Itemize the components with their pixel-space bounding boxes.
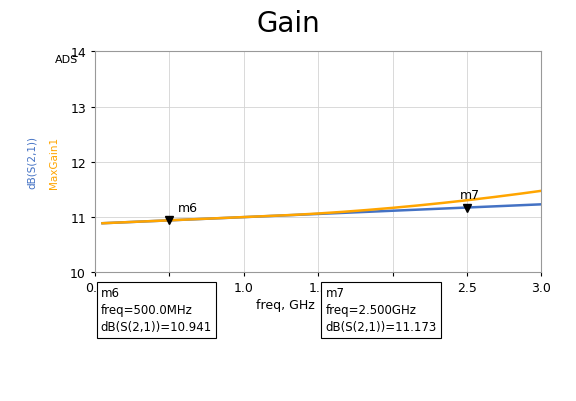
Text: m7
freq=2.500GHz
dB(S(2,1))=11.173: m7 freq=2.500GHz dB(S(2,1))=11.173 — [325, 287, 437, 334]
Text: ADS: ADS — [55, 55, 78, 65]
Text: dB(S(2,1)): dB(S(2,1)) — [26, 136, 37, 189]
Text: m7: m7 — [460, 188, 480, 201]
Text: m6
freq=500.0MHz
dB(S(2,1))=10.941: m6 freq=500.0MHz dB(S(2,1))=10.941 — [101, 287, 212, 334]
Text: freq, GHz: freq, GHz — [256, 299, 314, 312]
Text: MaxGain1: MaxGain1 — [48, 136, 59, 188]
Text: Gain: Gain — [256, 10, 320, 38]
Text: m6: m6 — [179, 201, 198, 214]
